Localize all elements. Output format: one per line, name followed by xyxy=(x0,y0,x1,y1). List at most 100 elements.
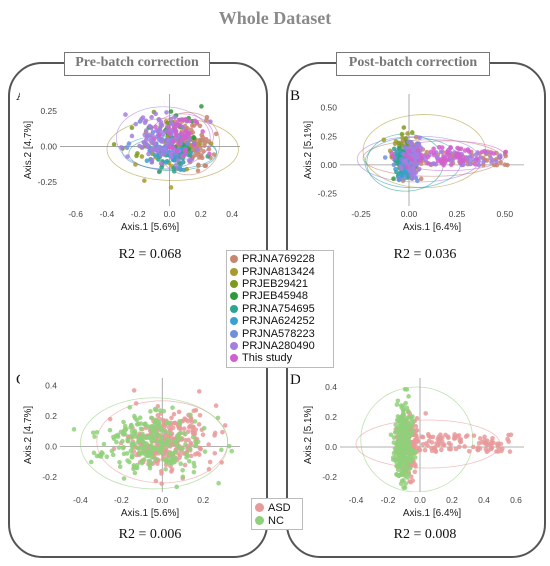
data-point xyxy=(180,474,186,480)
data-point xyxy=(419,156,425,161)
data-point xyxy=(100,451,105,456)
data-point xyxy=(498,441,504,447)
data-point xyxy=(399,426,404,432)
data-point xyxy=(406,168,412,173)
panel-label-d: D xyxy=(290,372,301,388)
data-point xyxy=(172,114,177,120)
data-point xyxy=(138,426,144,432)
y-tick-label: 0.25 xyxy=(320,131,337,141)
data-point xyxy=(444,152,450,158)
data-point xyxy=(133,431,138,437)
data-point xyxy=(476,162,482,168)
data-point xyxy=(152,148,157,153)
data-point xyxy=(441,154,446,159)
data-point xyxy=(121,451,127,457)
data-point xyxy=(410,451,416,457)
x-tick-label: -0.2 xyxy=(131,209,146,219)
data-point xyxy=(438,157,443,162)
data-point xyxy=(391,176,396,182)
data-point xyxy=(116,445,122,450)
data-point xyxy=(381,137,387,143)
pre-batch-label: Pre-batch correction xyxy=(64,52,210,76)
data-point xyxy=(107,427,113,433)
data-point xyxy=(400,135,405,141)
data-point xyxy=(502,149,508,155)
data-point xyxy=(446,147,451,153)
data-point xyxy=(474,156,480,162)
data-point xyxy=(164,456,169,461)
data-point xyxy=(158,138,163,143)
data-point xyxy=(197,141,203,147)
data-point xyxy=(187,118,192,124)
legend-label: ASD xyxy=(268,501,291,514)
data-point xyxy=(139,154,145,159)
data-point xyxy=(127,459,132,465)
data-point xyxy=(192,152,198,158)
data-point xyxy=(115,432,121,438)
data-point xyxy=(144,435,149,440)
data-point xyxy=(496,445,501,450)
legend-swatch xyxy=(230,255,238,264)
data-point xyxy=(399,405,405,410)
data-point xyxy=(206,442,211,447)
data-point xyxy=(159,481,164,486)
scatter-panel-c: -0.4 -0.2 0.0 0.2 -0.2 0.0 0.2 0.4 Axis.1 [5.6%]… xyxy=(20,372,246,522)
data-point xyxy=(91,450,97,456)
data-point xyxy=(181,426,187,432)
post-batch-label: Post-batch correction xyxy=(336,52,490,76)
data-point xyxy=(398,461,404,467)
data-point xyxy=(126,141,132,146)
data-point xyxy=(183,442,188,447)
scatter-panel-a: -0.6 -0.4 -0.2 0.0 0.2 0.4 -0.25 0.00 0.25 Axis.1… xyxy=(20,88,246,236)
data-point xyxy=(109,448,115,454)
data-point xyxy=(188,150,194,155)
data-point xyxy=(190,424,196,430)
data-point xyxy=(395,398,401,404)
data-point xyxy=(406,139,411,145)
data-point xyxy=(402,485,408,490)
data-point xyxy=(120,438,125,444)
data-point xyxy=(491,151,496,156)
data-point xyxy=(176,425,182,431)
data-point xyxy=(121,476,127,481)
data-point xyxy=(458,160,463,166)
data-point xyxy=(395,463,400,468)
panel-label-b: B xyxy=(290,88,301,104)
data-point xyxy=(208,141,214,146)
data-point xyxy=(191,134,196,140)
data-point xyxy=(161,408,167,414)
data-point xyxy=(229,448,235,454)
data-point xyxy=(488,441,493,447)
data-point xyxy=(147,134,153,140)
data-point xyxy=(206,146,212,152)
data-point xyxy=(398,481,404,487)
data-point xyxy=(466,149,472,155)
data-point xyxy=(195,168,201,173)
data-point xyxy=(138,421,144,426)
data-point xyxy=(207,151,212,157)
data-point xyxy=(412,455,418,460)
data-point xyxy=(401,478,406,483)
data-point xyxy=(201,148,206,154)
data-point xyxy=(200,432,206,437)
data-point xyxy=(406,394,411,399)
data-point xyxy=(168,151,173,156)
data-point xyxy=(125,154,130,159)
data-point xyxy=(206,466,212,472)
data-point xyxy=(396,140,401,146)
data-point xyxy=(498,154,503,160)
data-point xyxy=(187,137,192,143)
data-point xyxy=(149,157,155,163)
data-point xyxy=(121,419,126,425)
data-point xyxy=(187,446,193,451)
data-point xyxy=(149,443,154,448)
data-point xyxy=(485,448,491,453)
data-point xyxy=(439,447,444,453)
data-point xyxy=(156,117,162,122)
data-point xyxy=(165,421,171,426)
y-tick-label: 0.4 xyxy=(45,381,57,391)
y-tick-label: 0.00 xyxy=(320,160,337,170)
data-point xyxy=(192,419,198,424)
data-point xyxy=(188,417,194,422)
data-point xyxy=(176,118,182,123)
